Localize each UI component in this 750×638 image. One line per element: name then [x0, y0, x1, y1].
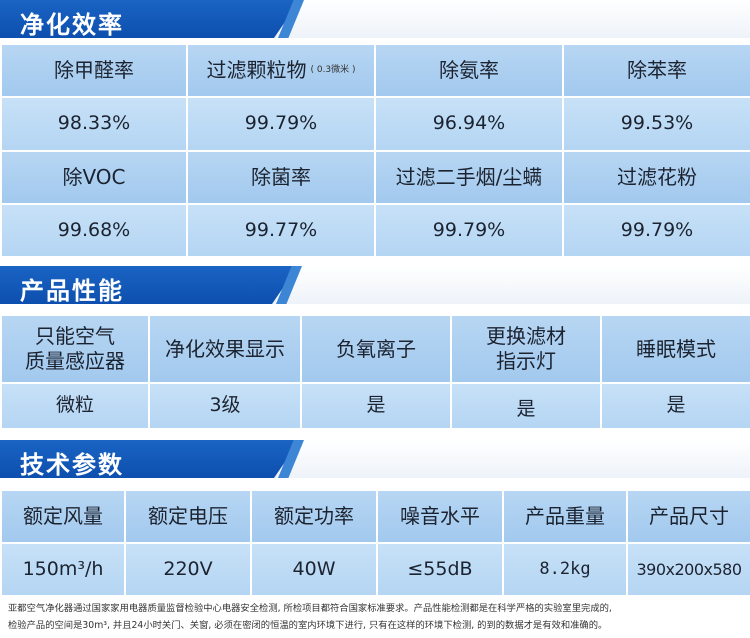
purification-value-cell: 98.33% [2, 98, 186, 150]
performance-header-cell: 净化效果显示 [150, 316, 300, 382]
purification-header-cell: 过滤花粉 [564, 152, 750, 203]
specs-header-cell: 额定风量 [2, 491, 124, 542]
specs-value-cell: 8.2kg [504, 544, 626, 595]
purification-header-cell: 除氨率 [376, 45, 562, 96]
footnote: 亚都空气净化器通过国家家用电器质量监督检验中心电器安全检测, 所检项目都符合国家… [8, 600, 748, 634]
specs-header-cell: 噪音水平 [378, 491, 502, 542]
specs-value-cell: 390x200x580 [628, 544, 750, 595]
performance-header-cell: 负氧离子 [302, 316, 450, 382]
footnote-line: 亚都空气净化器通过国家家用电器质量监督检验中心电器安全检测, 所检项目都符合国家… [8, 603, 612, 614]
specs-header-cell: 产品尺寸 [628, 491, 750, 542]
performance-value-cell: 是 [452, 384, 600, 428]
performance-table: 只能空气 质量感应器 净化效果显示 负氧离子 更换滤材 指示灯 睡眠模式 微粒 … [0, 314, 750, 430]
specs-value-cell: 220V [126, 544, 250, 595]
section-header-performance: 产品性能 [0, 266, 750, 305]
performance-header-cell: 只能空气 质量感应器 [2, 316, 148, 382]
purification-header-cell: 过滤二手烟/尘螨 [376, 152, 562, 203]
section-title-performance: 产品性能 [20, 277, 124, 305]
purification-value-cell: 99.68% [2, 205, 186, 256]
purification-header-cell: 除VOC [2, 152, 186, 203]
section-title-specs: 技术参数 [20, 451, 124, 479]
purification-value-cell: 99.53% [564, 98, 750, 150]
purification-header-cell: 除甲醛率 [2, 45, 186, 96]
purification-value-cell: 99.79% [376, 205, 562, 256]
specs-header-cell: 额定功率 [252, 491, 376, 542]
specs-value-cell: ≤55dB [378, 544, 502, 595]
performance-value-cell: 是 [602, 384, 750, 428]
purification-header-cell: 除苯率 [564, 45, 750, 96]
section-title-purification: 净化效率 [20, 11, 124, 39]
performance-value-cell: 3级 [150, 384, 300, 428]
performance-value-cell: 是 [302, 384, 450, 428]
particle-size-note: ( 0.3微米 ) [310, 64, 356, 75]
performance-header-cell: 更换滤材 指示灯 [452, 316, 600, 382]
section-header-specs: 技术参数 [0, 440, 750, 479]
purification-table: 除甲醛率 过滤颗粒物( 0.3微米 ) 除氨率 除苯率 98.33% 99.79… [0, 43, 750, 258]
performance-header-cell: 睡眠模式 [602, 316, 750, 382]
performance-value-cell: 微粒 [2, 384, 148, 428]
specs-table: 额定风量 额定电压 额定功率 噪音水平 产品重量 产品尺寸 150m³/h 22… [0, 489, 750, 597]
section-header-purification: 净化效率 [0, 0, 750, 39]
purification-value-cell: 96.94% [376, 98, 562, 150]
specs-header-cell: 额定电压 [126, 491, 250, 542]
purification-value-cell: 99.77% [188, 205, 374, 256]
specs-value-cell: 150m³/h [2, 544, 124, 595]
specs-value-cell: 40W [252, 544, 376, 595]
purification-header-cell: 过滤颗粒物( 0.3微米 ) [188, 45, 374, 96]
footnote-line: 检验产品的空间是30m³, 并且24小时关门、关窗, 必须在密闭的恒温的室内环境… [8, 620, 608, 631]
purification-value-cell: 99.79% [188, 98, 374, 150]
purification-header-cell: 除菌率 [188, 152, 374, 203]
specs-header-cell: 产品重量 [504, 491, 626, 542]
purification-value-cell: 99.79% [564, 205, 750, 256]
